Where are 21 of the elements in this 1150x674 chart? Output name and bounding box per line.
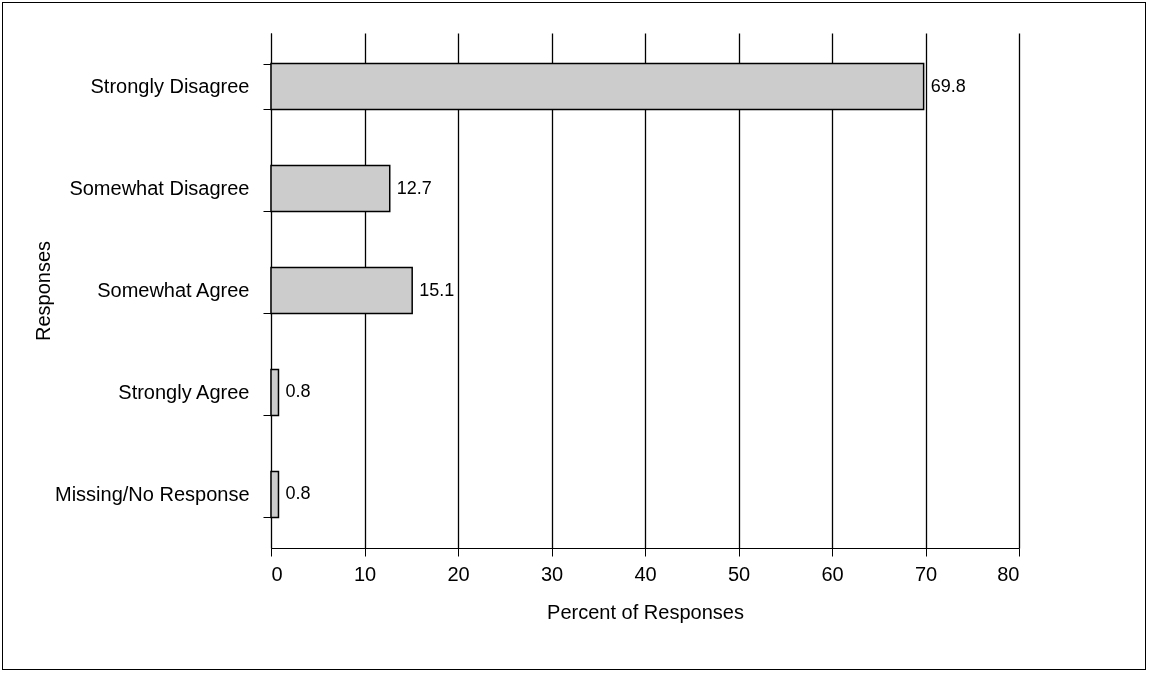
x-tick-label: 60 xyxy=(821,562,844,585)
data-label: 0.8 xyxy=(285,381,311,402)
x-tick-label: 30 xyxy=(540,562,564,585)
data-label: 15.1 xyxy=(419,279,455,300)
data-label: 0.8 xyxy=(285,483,311,504)
x-axis-title: Percent of Responses xyxy=(547,600,744,623)
data-label: 12.7 xyxy=(396,177,432,198)
x-tick-label: 20 xyxy=(447,562,470,585)
y-axis-title: Responses xyxy=(31,240,54,342)
x-tick-label: 70 xyxy=(914,562,938,585)
x-tick-label: 0 xyxy=(271,562,283,585)
x-tick-label: 40 xyxy=(634,562,657,585)
y-tick-label: Somewhat Agree xyxy=(97,279,250,301)
y-tick-label: Somewhat Disagree xyxy=(69,177,250,200)
x-tick-label: 50 xyxy=(727,562,751,585)
x-tick-label: 80 xyxy=(997,562,1020,585)
y-tick-label: Strongly Agree xyxy=(118,380,250,403)
y-tick-label: Missing/No Response xyxy=(54,482,250,505)
y-tick-label: Strongly Disagree xyxy=(90,75,250,98)
data-label: 69.8 xyxy=(930,75,966,96)
x-tick-label: 10 xyxy=(353,562,377,585)
